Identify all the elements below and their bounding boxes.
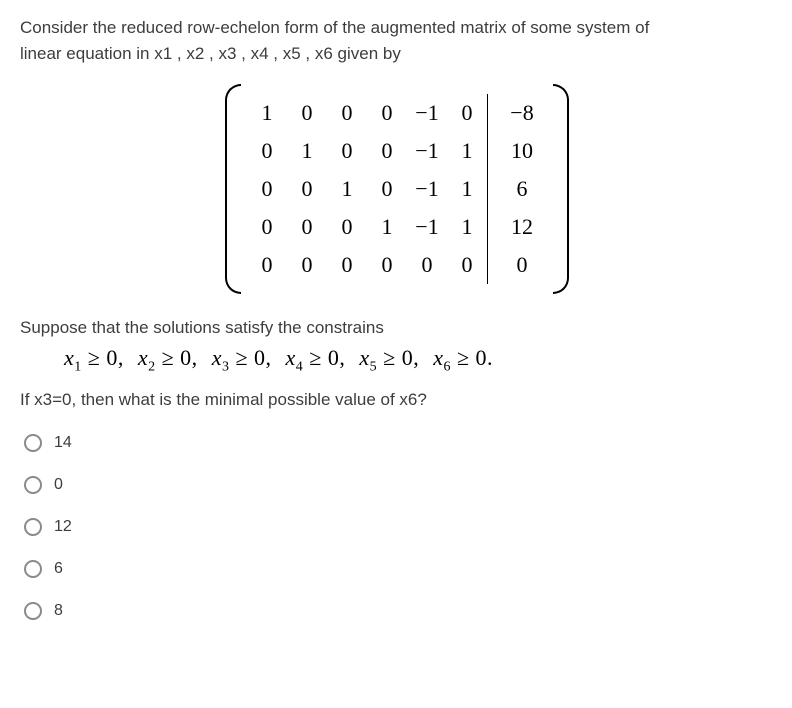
matrix-cell: 0 <box>287 246 327 284</box>
matrix-cell: 0 <box>327 246 367 284</box>
matrix-cell: 1 <box>447 170 487 208</box>
augmented-matrix: 1000−10−80100−11100010−1160001−111200000… <box>20 84 772 294</box>
matrix-cell: 0 <box>367 94 407 132</box>
radio-icon[interactable] <box>24 476 42 494</box>
matrix-cell: 1 <box>247 94 287 132</box>
matrix-cell: 0 <box>367 246 407 284</box>
constraint-term: x5 ≥ 0, <box>359 345 419 370</box>
matrix-cell: 1 <box>447 132 487 170</box>
choice-label: 14 <box>54 434 72 452</box>
right-paren <box>553 84 567 294</box>
matrix-cell: 0 <box>367 132 407 170</box>
matrix-cell: 0 <box>287 94 327 132</box>
left-paren <box>225 84 239 294</box>
matrix-cell: 1 <box>327 170 367 208</box>
matrix-cell: 0 <box>287 170 327 208</box>
matrix-cell: 12 <box>499 208 545 246</box>
choice-option[interactable]: 14 <box>24 434 772 452</box>
augment-bar <box>487 132 499 170</box>
matrix-cell: 0 <box>247 246 287 284</box>
matrix-cell: −1 <box>407 208 447 246</box>
choice-label: 0 <box>54 476 63 494</box>
matrix-cell: 0 <box>499 246 545 284</box>
constraint-term: x6 ≥ 0. <box>433 345 493 370</box>
constraint-intro: Suppose that the solutions satisfy the c… <box>20 316 772 340</box>
matrix-cell: 0 <box>247 132 287 170</box>
radio-icon[interactable] <box>24 602 42 620</box>
choice-option[interactable]: 12 <box>24 518 772 536</box>
matrix-cell: 0 <box>367 170 407 208</box>
matrix-cell: −8 <box>499 94 545 132</box>
augment-bar <box>487 208 499 246</box>
question-text: If x3=0, then what is the minimal possib… <box>20 390 772 410</box>
augment-bar <box>487 94 499 132</box>
choice-list: 14 0 12 6 8 <box>24 434 772 620</box>
choice-option[interactable]: 8 <box>24 602 772 620</box>
matrix-cell: −1 <box>407 94 447 132</box>
matrix-cell: 0 <box>447 246 487 284</box>
matrix-cell: 1 <box>367 208 407 246</box>
constraint-term: x3 ≥ 0, <box>212 345 272 370</box>
radio-icon[interactable] <box>24 518 42 536</box>
matrix-cell: −1 <box>407 132 447 170</box>
radio-icon[interactable] <box>24 434 42 452</box>
matrix-cell: 6 <box>499 170 545 208</box>
augment-bar <box>487 170 499 208</box>
choice-label: 6 <box>54 560 63 578</box>
choice-label: 8 <box>54 602 63 620</box>
matrix-cell: 0 <box>407 246 447 284</box>
matrix-cell: 0 <box>247 170 287 208</box>
constraints: x1 ≥ 0, x2 ≥ 0, x3 ≥ 0, x4 ≥ 0, x5 ≥ 0, x6 ≥ … <box>64 345 772 375</box>
radio-icon[interactable] <box>24 560 42 578</box>
prompt-line-1: Consider the reduced row-echelon form of… <box>20 16 772 40</box>
constraint-term: x4 ≥ 0, <box>286 345 346 370</box>
matrix-cell: 1 <box>287 132 327 170</box>
matrix-cell: 0 <box>327 208 367 246</box>
prompt-line-2: linear equation in x1 , x2 , x3 , x4 , x… <box>20 42 772 66</box>
choice-option[interactable]: 6 <box>24 560 772 578</box>
choice-label: 12 <box>54 518 72 536</box>
matrix-cell: 0 <box>327 132 367 170</box>
augment-bar <box>487 246 499 284</box>
matrix-cell: 10 <box>499 132 545 170</box>
matrix-cell: 0 <box>327 94 367 132</box>
matrix-cell: 0 <box>447 94 487 132</box>
matrix-cell: −1 <box>407 170 447 208</box>
matrix-cell: 0 <box>287 208 327 246</box>
matrix-cell: 1 <box>447 208 487 246</box>
constraint-term: x1 ≥ 0, <box>64 345 124 370</box>
constraint-term: x2 ≥ 0, <box>138 345 198 370</box>
matrix-cell: 0 <box>247 208 287 246</box>
choice-option[interactable]: 0 <box>24 476 772 494</box>
